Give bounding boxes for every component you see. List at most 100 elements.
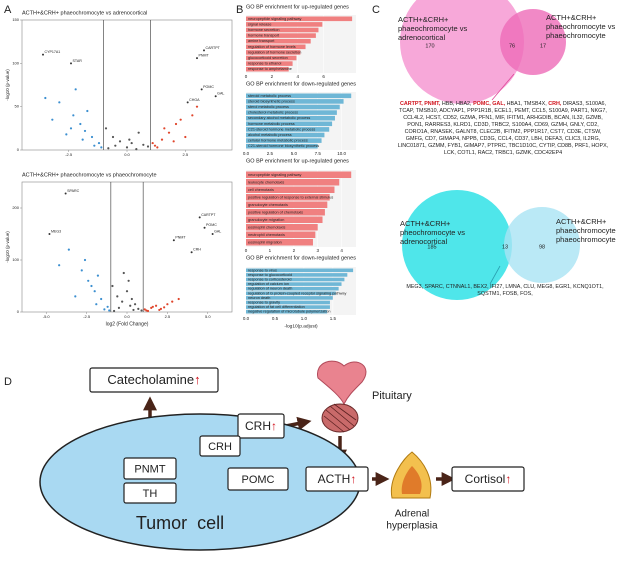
bar <box>246 66 289 72</box>
x-tick-label: 7.5 <box>315 151 322 156</box>
bar-label: response to corticosteroid <box>248 278 291 282</box>
point <box>154 304 158 307</box>
bar <box>246 50 301 55</box>
bar <box>246 44 306 50</box>
bar <box>246 309 328 314</box>
gene-label: CHGA <box>189 98 200 102</box>
gene-name: GAL, <box>492 101 506 107</box>
bar <box>246 179 340 186</box>
bar-label: neuropeptide signaling pathway <box>248 17 302 21</box>
bar-label: eosinophil chemotaxis <box>248 225 285 229</box>
venn-set <box>500 9 566 75</box>
bar-label: negative regulation of microtubule polym… <box>248 310 331 314</box>
x-tick-label: 2 <box>271 74 274 79</box>
point <box>100 297 103 301</box>
pomc-box <box>227 467 289 491</box>
bar <box>246 216 323 223</box>
gene-label: POMC <box>203 85 214 89</box>
labeled-point <box>64 192 67 195</box>
bar-label: granulocyte chemotaxis <box>248 203 288 207</box>
point <box>177 297 180 301</box>
gene-name: PNMT, <box>424 101 441 107</box>
bar-label: neuron death <box>248 296 270 300</box>
bar-label: response to gravity <box>248 301 280 305</box>
point <box>106 305 109 308</box>
leader-line <box>489 265 501 285</box>
bar-label: leukocyte chemotaxis <box>248 180 284 184</box>
bar-label: eosinophil migration <box>248 240 282 244</box>
gene-label: SPARC <box>67 189 80 193</box>
bar <box>246 268 354 273</box>
point <box>140 309 143 312</box>
labeled-point <box>48 233 51 235</box>
point <box>127 279 130 282</box>
bar <box>246 33 316 38</box>
gene-label: PNMT <box>199 54 210 58</box>
gene-label: CYP17A1 <box>45 50 61 54</box>
x-tick-label: 0.0 <box>124 152 130 157</box>
point <box>160 138 164 141</box>
point <box>130 297 133 301</box>
point <box>96 274 100 277</box>
bar <box>246 110 337 115</box>
x-axis-label: log2 (Fold Change) <box>106 321 149 327</box>
x-tick-label: 1.0 <box>301 316 308 321</box>
chart-title: GO BP enrichment for down-regulated gene… <box>246 255 356 261</box>
point <box>58 101 61 104</box>
x-tick-label: -2.5 <box>83 314 91 319</box>
point <box>58 264 61 267</box>
pituitary-lobe <box>321 403 359 433</box>
point <box>44 96 47 100</box>
labeled-point <box>211 233 214 235</box>
catecholamine: Catecholamine↑ <box>107 372 200 387</box>
point <box>129 304 132 307</box>
adrenal-label: hyperplasia <box>386 521 438 532</box>
bar-label: C21-steroid hormone biosynthetic process <box>248 144 319 148</box>
bar-label: secondary alcohol metabolic process <box>248 116 310 120</box>
point <box>121 300 124 303</box>
leader-line <box>491 73 515 101</box>
bar <box>246 127 330 132</box>
point <box>69 127 73 130</box>
crh-up: CRH↑ <box>245 419 277 433</box>
th-box <box>123 482 177 504</box>
bar-label: positive regulation of response to exter… <box>248 195 333 199</box>
bar <box>246 61 293 66</box>
bar-label: cell chemotaxis <box>248 188 274 192</box>
point <box>116 295 119 298</box>
acth-arrow: ↑ <box>350 472 356 486</box>
catecholamine-arrow: ↑ <box>194 372 201 387</box>
pnmt: PNMT <box>134 463 165 475</box>
venn-set <box>400 0 524 104</box>
point <box>151 305 154 308</box>
bar <box>246 300 330 305</box>
point <box>143 308 146 311</box>
venn-set-label: phaeochromocyte vs <box>398 24 467 33</box>
catecholamine-text: Catecholamine <box>107 372 194 387</box>
th: TH <box>143 488 158 500</box>
point <box>117 306 121 309</box>
bar-label: response to amphetamine <box>248 67 292 71</box>
bar <box>246 115 335 121</box>
bar-label: granulocyte migration <box>248 218 284 222</box>
point <box>111 284 114 288</box>
bar-label: signal release <box>248 22 271 26</box>
point <box>132 308 135 312</box>
point <box>195 105 199 108</box>
bar <box>246 277 345 282</box>
point <box>166 303 169 306</box>
x-tick-label: 2 <box>293 248 296 253</box>
pomc: POMC <box>242 474 275 486</box>
point <box>87 279 90 282</box>
x-tick-label: 5.0 <box>205 314 211 319</box>
bar-label: response to virus <box>248 268 277 272</box>
bar <box>246 296 333 300</box>
crh-up-arrow: ↑ <box>271 419 277 433</box>
venn-count: 13 <box>502 244 508 250</box>
x-tick-label: 4 <box>297 74 300 79</box>
venn-set-label: ACTH+&CRH+ <box>398 15 449 24</box>
venn-set <box>402 190 512 300</box>
gene-name: TMSB4X, <box>523 101 547 107</box>
bar-label: response to glucocorticoid <box>248 273 292 277</box>
point <box>112 309 116 313</box>
